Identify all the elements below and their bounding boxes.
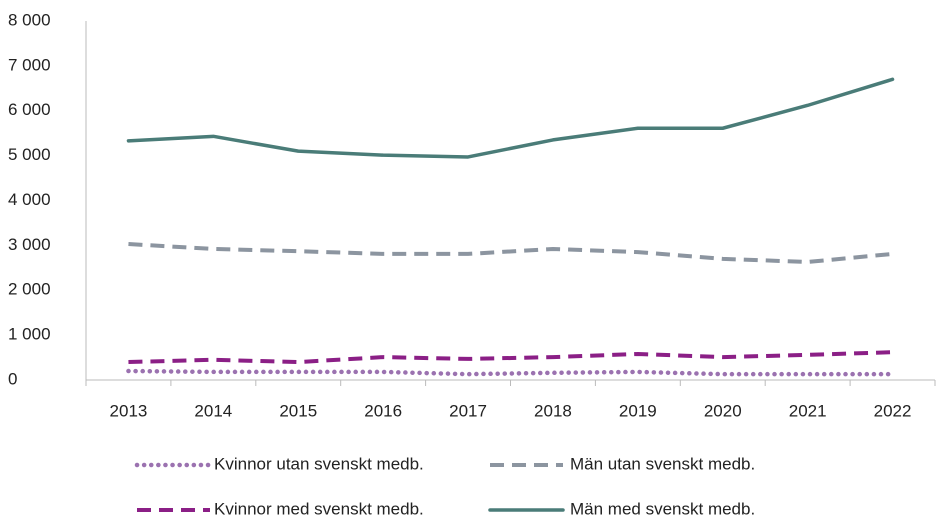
x-tick-label: 2018 (534, 401, 572, 420)
series-line (126, 77, 895, 159)
y-tick-label: 7 000 (8, 55, 51, 74)
series-line (128, 242, 893, 264)
y-tick-label: 4 000 (8, 190, 51, 209)
x-tick-label: 2013 (110, 401, 148, 420)
y-tick-label: 3 000 (8, 235, 51, 254)
legend-label: Män med svenskt medb. (570, 499, 755, 518)
x-tick-label: 2019 (619, 401, 657, 420)
legend-label: Kvinnor med svenskt medb. (214, 499, 424, 518)
y-tick-label: 8 000 (8, 10, 51, 29)
y-tick-label: 6 000 (8, 100, 51, 119)
x-tick-label: 2021 (789, 401, 827, 420)
series-line (128, 350, 893, 365)
x-tick-label: 2016 (364, 401, 402, 420)
legend-label: Kvinnor utan svenskt medb. (214, 454, 424, 473)
x-tick-label: 2017 (449, 401, 487, 420)
x-tick-label: 2022 (874, 401, 912, 420)
x-tick-label: 2020 (704, 401, 742, 420)
y-tick-label: 5 000 (8, 145, 51, 164)
x-tick-label: 2015 (279, 401, 317, 420)
series-line (126, 368, 895, 377)
y-tick-label: 2 000 (8, 280, 51, 299)
legend-label: Män utan svenskt medb. (570, 454, 755, 473)
y-tick-label: 1 000 (8, 325, 51, 344)
x-tick-label: 2014 (194, 401, 232, 420)
y-tick-label: 0 (8, 369, 17, 388)
